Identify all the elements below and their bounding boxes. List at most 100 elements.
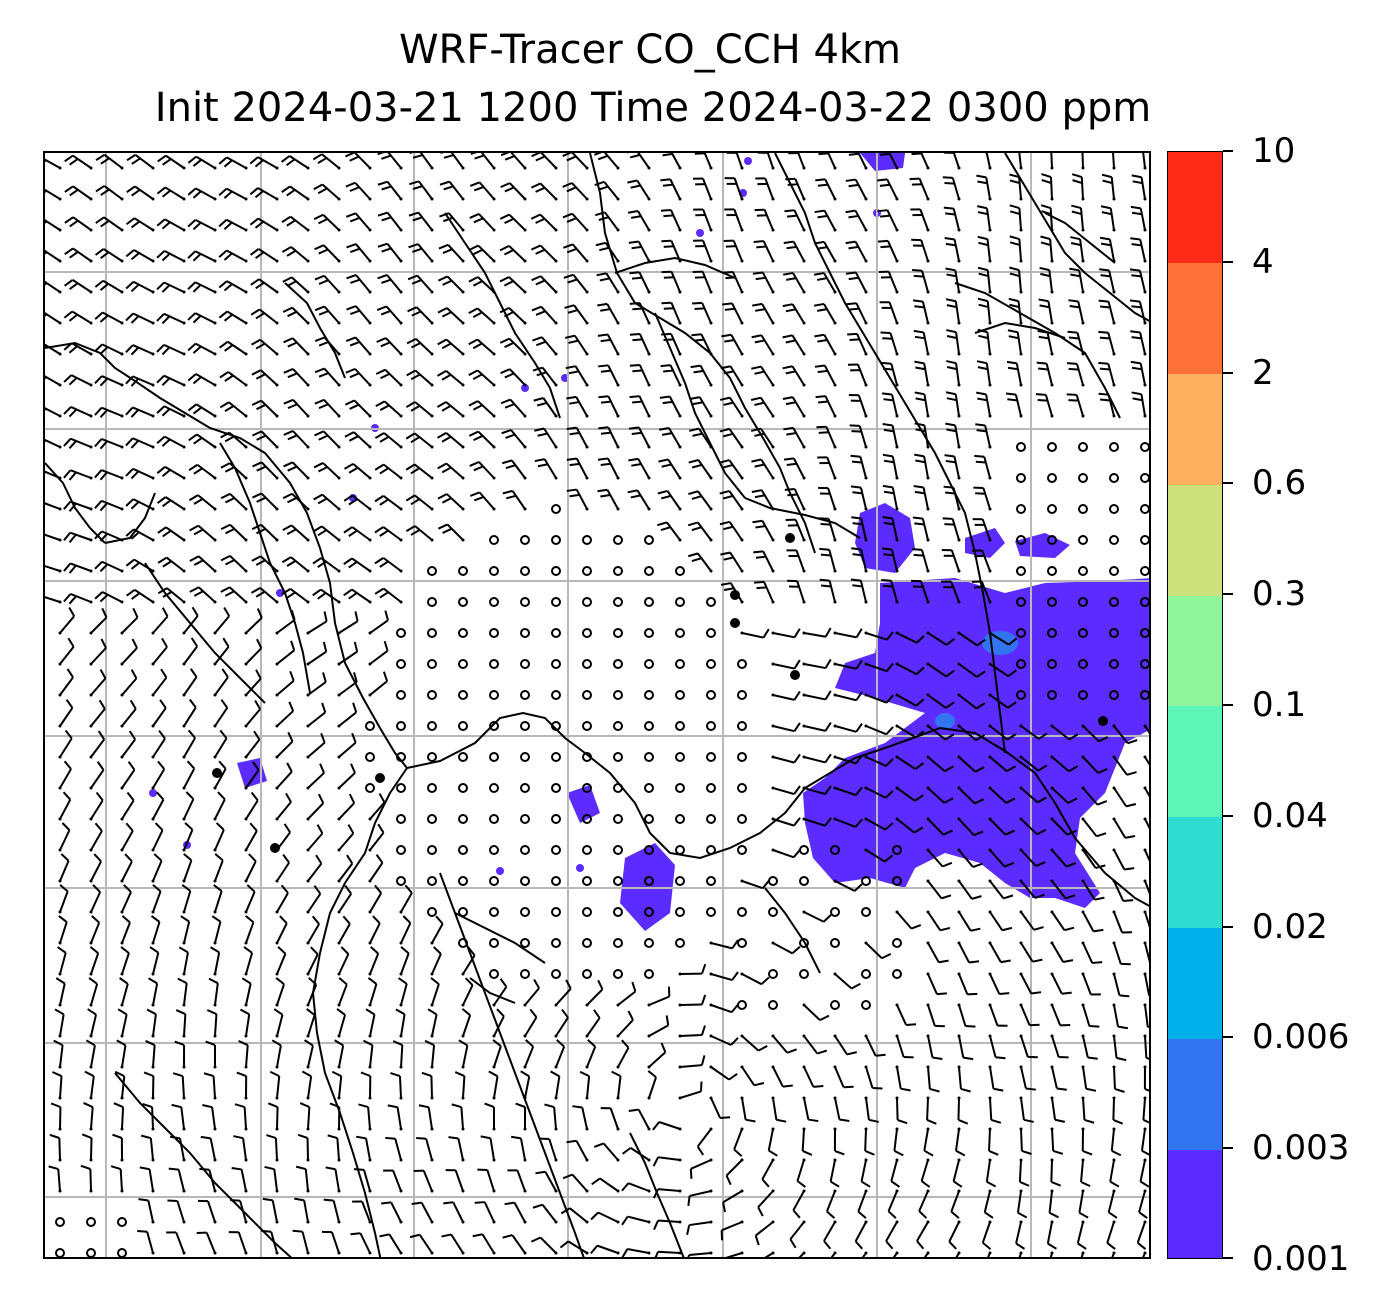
wind-barb-flag	[187, 187, 197, 196]
wind-barb-base	[1081, 197, 1085, 201]
wind-barb-flag	[631, 431, 642, 436]
wind-barb-flag	[287, 434, 298, 441]
wind-barb-staff	[45, 158, 61, 169]
wind-barb-base	[1112, 290, 1116, 294]
wind-barb-staff	[794, 519, 805, 541]
wind-barb-staff	[276, 801, 292, 820]
calm-wind-circle	[582, 876, 592, 886]
wind-barb	[377, 274, 403, 294]
wind-barb-staff	[355, 243, 371, 262]
calm-wind-circle	[458, 690, 468, 700]
wind-barb-staff	[45, 596, 61, 603]
wind-barb-staff	[1051, 1035, 1060, 1058]
wind-barb-base	[1019, 383, 1023, 387]
wind-barb-base	[988, 755, 992, 759]
wind-barb	[754, 1220, 775, 1246]
wind-barb-staff	[194, 250, 216, 262]
wind-barb-flag	[285, 158, 296, 167]
wind-barb-staff	[183, 676, 198, 696]
wind-barb	[1016, 1189, 1028, 1219]
wind-barb-staff	[891, 394, 898, 417]
wind-barb	[926, 631, 956, 646]
wind-barb-base	[833, 1127, 837, 1131]
wind-barb-staff	[207, 1200, 216, 1223]
wind-barb-base	[740, 166, 744, 170]
wind-barb-flag	[520, 1070, 530, 1078]
wind-barb-flag	[156, 186, 166, 195]
wind-barb	[306, 977, 318, 1007]
wind-barb-base	[368, 569, 372, 573]
wind-barb-base	[740, 538, 744, 542]
calm-wind-circle	[706, 845, 716, 855]
wind-barb-base	[89, 848, 93, 852]
wind-barb-flag	[950, 1210, 960, 1219]
wind-barb-flag	[1117, 1025, 1129, 1030]
wind-barb-flag	[69, 188, 79, 197]
wind-barb-base	[244, 755, 248, 759]
wind-barb	[911, 548, 930, 573]
wind-barb-staff	[733, 177, 743, 200]
wind-barb	[566, 1139, 589, 1162]
wind-barb-base	[492, 197, 496, 201]
wind-barb-base	[771, 1251, 775, 1255]
wind-barb-base	[89, 631, 93, 635]
wind-barb-staff	[273, 1169, 278, 1192]
wind-barb-staff	[163, 312, 185, 324]
wind-barb	[564, 304, 589, 325]
wind-barb-flag	[632, 307, 643, 311]
wind-barb	[782, 303, 806, 325]
wind-barb-flag	[178, 946, 189, 954]
wind-barb-staff	[274, 1137, 278, 1161]
wind-barb-base	[647, 1220, 651, 1224]
wind-barb-flag	[252, 761, 260, 771]
wind-barb	[864, 786, 894, 799]
wind-barb-flag	[590, 1244, 599, 1254]
wind-barb-flag	[501, 429, 512, 435]
wind-barb-staff	[369, 983, 378, 1006]
wind-barb-base	[399, 197, 403, 201]
wind-barb-flag	[427, 1008, 438, 1016]
calm-wind-circle	[613, 752, 623, 762]
wind-barb-flag	[566, 457, 577, 461]
wind-barb-flag	[68, 607, 76, 617]
wind-barb-staff	[772, 756, 795, 764]
wind-barb-base	[275, 879, 279, 883]
wind-barb-base	[585, 321, 589, 325]
wind-barb-flag	[256, 528, 266, 535]
calm-wind-circle	[396, 721, 406, 731]
wind-barb	[306, 672, 327, 697]
wind-barb	[661, 332, 682, 356]
wind-barb-flag	[884, 822, 894, 831]
wind-barb-flag	[1100, 242, 1112, 247]
wind-barb-staff	[604, 242, 619, 262]
wind-barb	[220, 492, 248, 511]
wind-barb-staff	[245, 799, 259, 820]
wind-barb-base	[213, 259, 217, 263]
wind-barb-staff	[1108, 239, 1115, 262]
wind-barb-flag	[977, 235, 988, 241]
map-panel[interactable]	[43, 151, 1151, 1259]
wind-barb-flag	[348, 466, 359, 474]
wind-barb-staff	[603, 181, 619, 200]
tracer-plume	[860, 153, 905, 171]
wind-barb	[864, 755, 894, 767]
wind-barb-staff	[1138, 301, 1146, 324]
calm-wind-circle	[458, 721, 468, 731]
wind-barb	[343, 526, 372, 542]
wind-barb-flag	[593, 153, 602, 156]
wind-barb-flag	[652, 1121, 660, 1131]
wind-barb-base	[771, 538, 775, 542]
wind-barb-base	[1143, 321, 1147, 325]
wind-barb-base	[151, 321, 155, 325]
wind-barb-base	[616, 1220, 620, 1224]
calm-wind-circle	[737, 659, 747, 669]
wind-barb	[787, 579, 806, 604]
wind-barb-base	[1050, 197, 1054, 201]
wind-barb-base	[337, 321, 341, 325]
wind-barb-staff	[198, 586, 216, 603]
wind-barb-staff	[854, 210, 867, 231]
wind-barb	[63, 531, 93, 544]
wind-barb-staff	[323, 367, 340, 386]
wind-barb-flag	[188, 494, 199, 502]
calm-wind-circle	[520, 814, 530, 824]
